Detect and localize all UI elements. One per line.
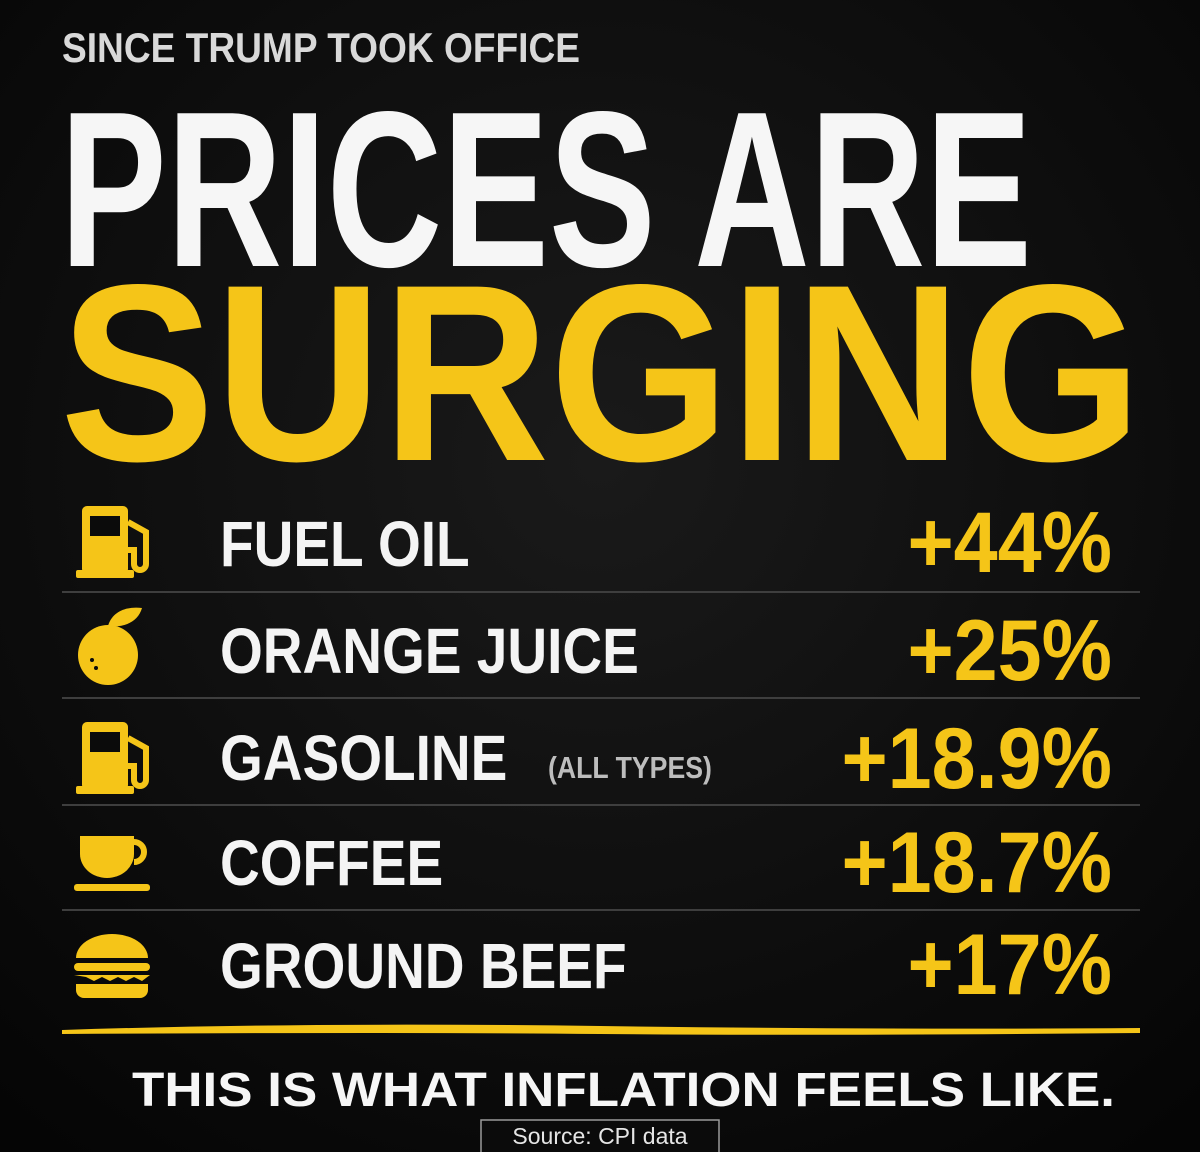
row: COFFEE +18.7%: [74, 814, 1112, 911]
item-label: COFFEE: [220, 827, 443, 899]
pump-icon: [76, 722, 149, 794]
row: GROUND BEEF +17%: [74, 916, 1112, 1013]
title-line-1: PRICES ARE: [60, 66, 1032, 314]
row: GASOLINE (ALL TYPES) +18.9%: [76, 710, 1112, 807]
brush-stroke: [62, 1024, 1140, 1035]
title-line-2: SURGING: [60, 233, 1142, 514]
item-change: +44%: [907, 494, 1112, 591]
orange-icon: [78, 607, 142, 685]
item-change: +18.7%: [841, 814, 1112, 911]
source: Source: CPI data: [512, 1123, 687, 1149]
dividers: [62, 591, 1140, 911]
burger-icon: [74, 934, 150, 998]
tagline: THIS IS WHAT INFLATION FEELS LIKE.: [132, 1064, 1115, 1117]
source-box: [480, 1119, 720, 1152]
pump-icon: [76, 506, 149, 578]
item-label: FUEL OIL: [220, 508, 470, 580]
item-label: GROUND BEEF: [220, 930, 627, 1002]
row: ORANGE JUICE +25%: [78, 602, 1112, 699]
cup-icon: [74, 836, 150, 891]
item-note: (ALL TYPES): [548, 751, 712, 785]
row: FUEL OIL +44%: [76, 494, 1112, 591]
item-label: GASOLINE: [220, 722, 507, 794]
item-label: ORANGE JUICE: [220, 615, 639, 687]
kicker: SINCE TRUMP TOOK OFFICE: [62, 24, 580, 71]
item-change: +25%: [907, 602, 1112, 699]
item-change: +17%: [907, 916, 1112, 1013]
item-change: +18.9%: [841, 710, 1112, 807]
